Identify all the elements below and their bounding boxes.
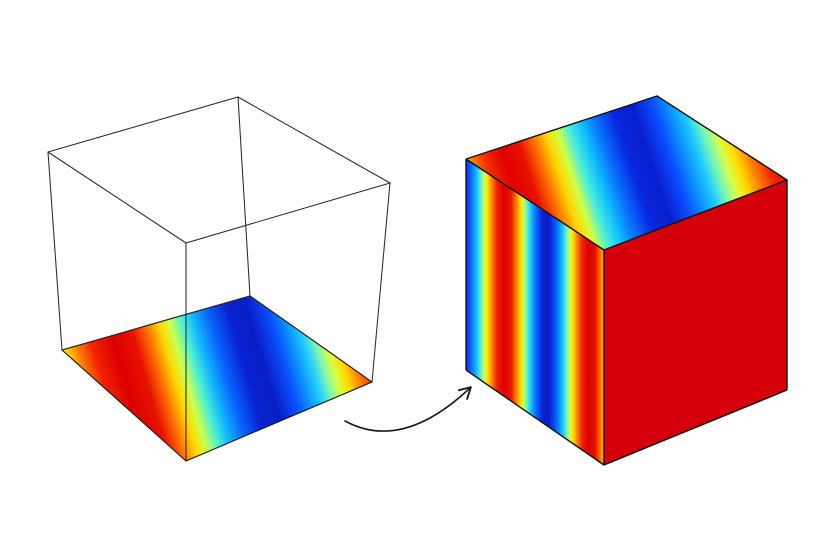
top-face <box>466 96 787 250</box>
bottom-face-heatmap <box>60 295 374 462</box>
edge-vertical-back-right <box>237 96 251 297</box>
left-panel-wireframe-box <box>47 96 392 462</box>
edge-bottom-back-left <box>61 295 251 351</box>
edge-bottom-back-right <box>249 295 373 383</box>
cube-edges <box>465 95 788 466</box>
edge-vertical-front-right <box>371 182 391 383</box>
edge-bottom-front <box>465 369 788 466</box>
front-right-face <box>604 180 787 465</box>
box-edges <box>47 96 392 462</box>
right-panel-filled-cube <box>465 95 788 466</box>
transition-arrow-path <box>344 386 472 432</box>
edge-top-face <box>47 96 392 244</box>
edge-vertical-back-left <box>47 151 63 351</box>
transition-arrow <box>344 386 472 432</box>
